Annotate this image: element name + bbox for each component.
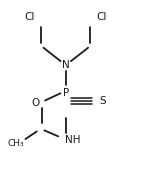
Text: CH₃: CH₃: [8, 139, 24, 148]
Text: N: N: [62, 60, 70, 70]
Text: O: O: [31, 98, 40, 108]
Text: S: S: [99, 96, 106, 106]
Text: P: P: [63, 88, 69, 98]
Text: NH: NH: [65, 135, 80, 145]
Text: Cl: Cl: [97, 12, 107, 22]
Text: Cl: Cl: [24, 12, 35, 22]
